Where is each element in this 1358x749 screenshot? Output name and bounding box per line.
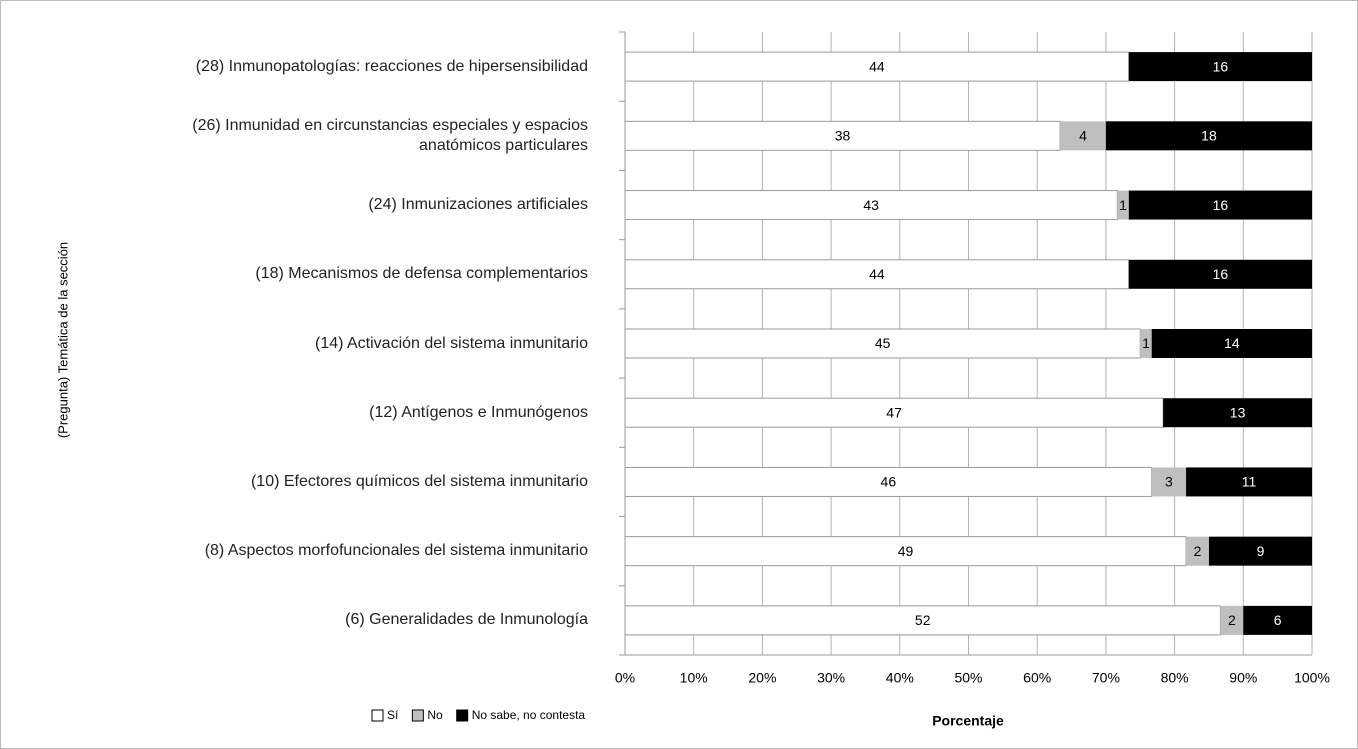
bar-segment	[1128, 52, 1312, 82]
bar-segment	[1163, 398, 1312, 428]
y-tick-label: (24) Inmunizaciones artificiales	[368, 196, 588, 214]
data-label: 52	[915, 612, 931, 628]
data-label: 16	[1213, 197, 1229, 213]
data-label: 44	[869, 266, 885, 282]
x-tick-label: 80%	[1161, 670, 1189, 686]
data-label: 16	[1213, 58, 1229, 74]
legend-label: Sí	[387, 708, 399, 722]
x-tick-label: 100%	[1294, 670, 1330, 686]
data-label: 6	[1274, 612, 1282, 628]
bar-segment	[624, 328, 1141, 359]
data-label: 1	[1142, 335, 1150, 351]
y-tick-label: (6) Generalidades de Inmunología	[345, 611, 588, 629]
bar-segment	[624, 397, 1164, 428]
bar-segment	[1243, 605, 1312, 635]
data-label: 49	[898, 543, 914, 559]
data-label: 14	[1224, 335, 1240, 351]
data-label: 43	[863, 197, 879, 213]
bar-segment	[624, 51, 1130, 82]
bar-segment	[624, 536, 1187, 567]
data-label: 11	[1242, 474, 1257, 490]
data-label: 38	[835, 128, 851, 144]
y-tick-label: (10) Efectores químicos del sistema inmu…	[250, 472, 588, 490]
bar-segment	[624, 466, 1153, 497]
data-label: 46	[881, 474, 897, 490]
data-label: 9	[1257, 543, 1265, 559]
x-tick-label: 70%	[1092, 670, 1120, 686]
y-tick-label: (14) Activación del sistema inmunitario	[314, 334, 588, 352]
bar-segment	[1151, 329, 1312, 358]
x-tick-label: 30%	[817, 670, 845, 686]
x-tick-label: 20%	[748, 670, 776, 686]
data-label: 16	[1213, 266, 1229, 282]
data-label: 13	[1230, 404, 1246, 420]
y-tick-label: (12) Antígenos e Inmunógenos	[369, 403, 588, 421]
legend-swatch	[371, 709, 384, 722]
bar-segment	[624, 605, 1221, 636]
bar-segment	[1060, 121, 1106, 151]
data-label: 1	[1119, 197, 1127, 213]
bar-segment	[1186, 467, 1312, 497]
y-tick-label: (28) Inmunopatologías: reacciones de hip…	[195, 57, 588, 75]
data-label: 3	[1165, 474, 1173, 490]
x-tick-label: 10%	[680, 670, 708, 686]
bar-segment	[1117, 190, 1129, 220]
data-label: 2	[1228, 612, 1236, 628]
bar-segment	[1128, 190, 1312, 220]
data-label: 4	[1079, 128, 1087, 144]
x-tick-label: 0%	[615, 670, 635, 686]
bar-segment	[1128, 259, 1312, 289]
data-label: 47	[886, 404, 902, 420]
bar-segment	[1186, 536, 1209, 566]
legend-swatch	[411, 709, 424, 722]
bar-segment	[624, 259, 1130, 290]
y-axis-title: (Pregunta) Temática de la sección	[55, 242, 70, 438]
bar-segment	[1105, 121, 1312, 151]
bar-segment	[1220, 605, 1244, 635]
y-tick-label: (8) Aspectos morfofuncionales del sistem…	[204, 542, 588, 560]
x-axis-title: Porcentaje	[932, 713, 1004, 729]
data-label: 2	[1194, 543, 1202, 559]
bar-segment	[1208, 536, 1312, 566]
bar-segment	[624, 120, 1061, 151]
x-tick-label: 60%	[1023, 670, 1051, 686]
x-tick-label: 50%	[954, 670, 982, 686]
bar-segment	[1140, 329, 1152, 358]
legend-label: No sabe, no contesta	[472, 708, 586, 722]
data-label: 44	[869, 58, 885, 74]
y-tick-label: (26) Inmunidad en circunstancias especia…	[192, 116, 588, 154]
data-label: 18	[1201, 128, 1217, 144]
y-tick-label: (18) Mecanismos de defensa complementari…	[255, 265, 588, 283]
bar-segment	[1151, 467, 1187, 497]
x-tick-label: 40%	[886, 670, 914, 686]
x-tick-label: 90%	[1229, 670, 1257, 686]
legend-swatch	[456, 709, 469, 722]
data-label: 45	[875, 335, 891, 351]
legend-label: No	[427, 708, 443, 722]
